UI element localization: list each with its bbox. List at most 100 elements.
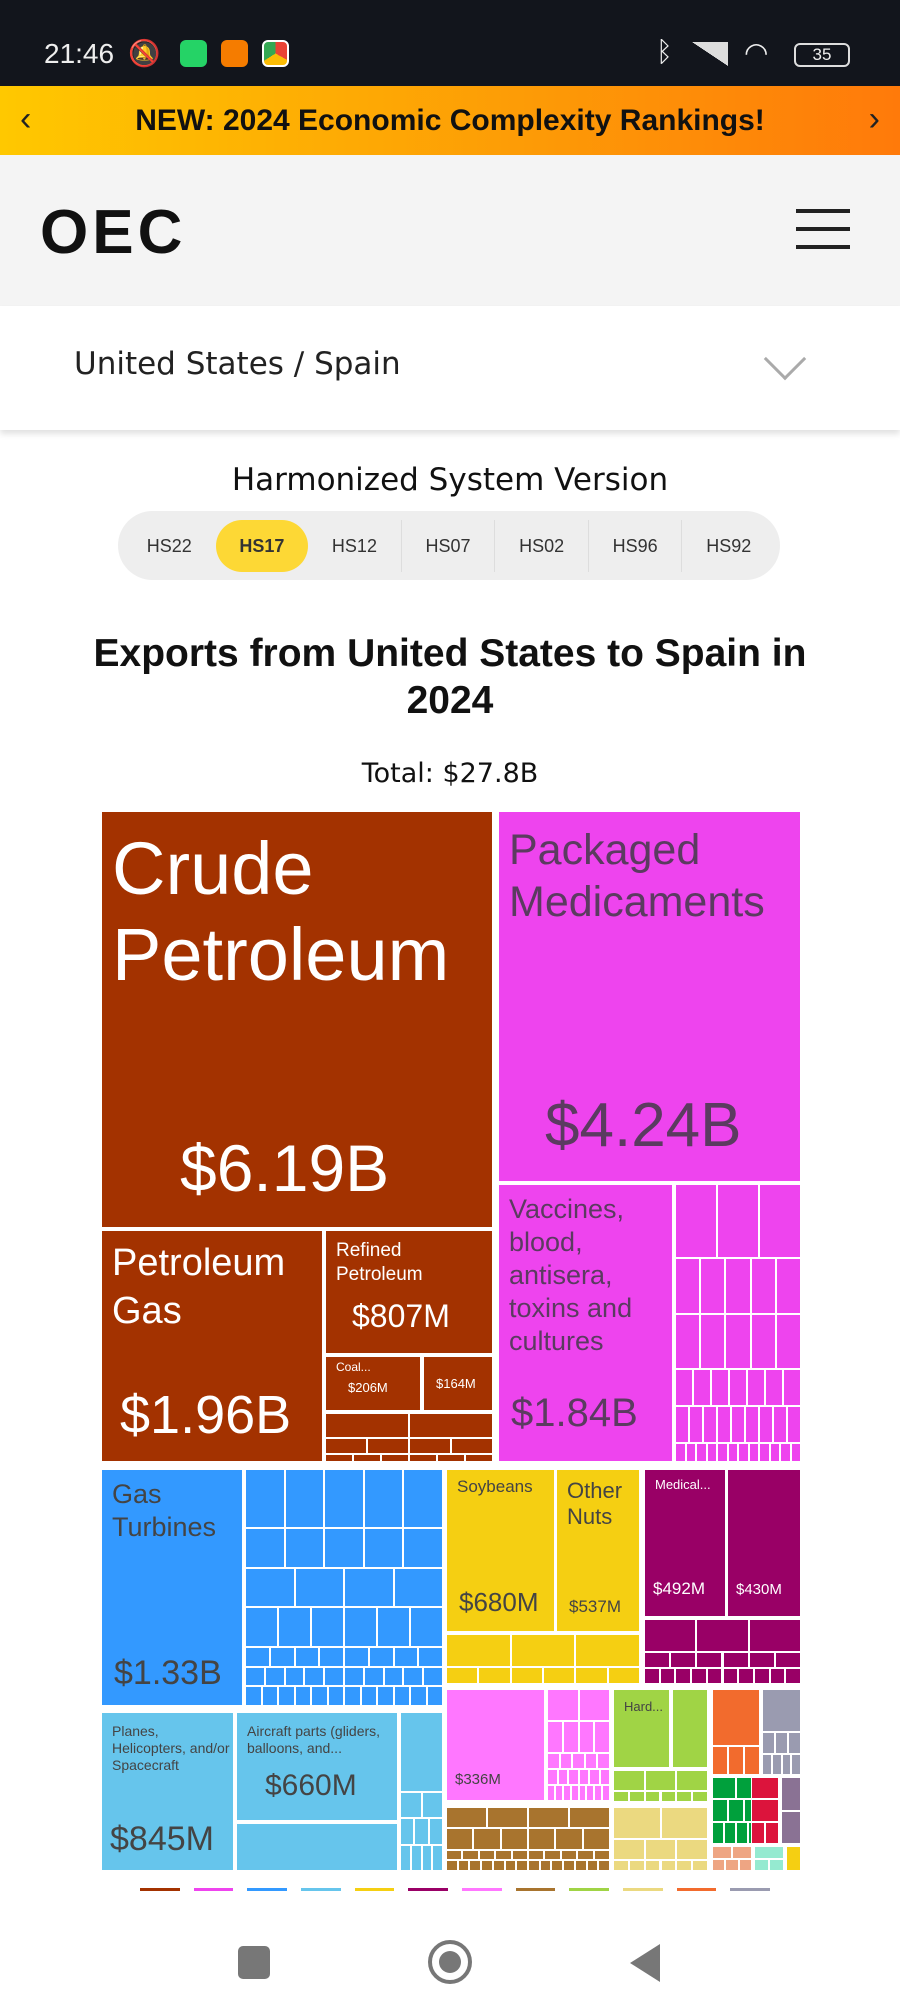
- treemap-tile-minor[interactable]: [245, 1666, 265, 1687]
- treemap-tile-minor[interactable]: [659, 1667, 676, 1684]
- treemap-tile-minor[interactable]: [676, 1860, 693, 1871]
- treemap-tile-minor[interactable]: [481, 1860, 493, 1871]
- treemap-tile-minor[interactable]: [780, 1443, 791, 1462]
- treemap-tile-minor[interactable]: [403, 1666, 424, 1687]
- treemap-tile-minor[interactable]: [381, 1453, 409, 1462]
- legend-swatch[interactable]: [676, 1888, 717, 1891]
- treemap-tile-minor[interactable]: [790, 1443, 801, 1462]
- treemap-tile-minor[interactable]: [675, 1406, 689, 1444]
- treemap-tile-minor[interactable]: [344, 1567, 394, 1608]
- treemap-tile-minor[interactable]: [559, 1753, 573, 1769]
- treemap-tile-minor[interactable]: [727, 1443, 738, 1462]
- treemap-tile-minor[interactable]: [717, 1184, 759, 1259]
- treemap-tile-minor[interactable]: [367, 1437, 409, 1454]
- treemap-tile-minor[interactable]: [594, 1785, 603, 1801]
- treemap-tile-minor[interactable]: [363, 1528, 404, 1568]
- home-button[interactable]: [428, 1940, 472, 1984]
- treemap-tile-minor[interactable]: [428, 1818, 443, 1845]
- treemap-tile-minor[interactable]: [421, 1844, 433, 1871]
- treemap-tile-minor[interactable]: [344, 1686, 361, 1706]
- tile-medical-2[interactable]: $430M: [727, 1469, 801, 1617]
- country-pair-dropdown[interactable]: United States / Spain: [0, 306, 900, 430]
- treemap-tile-minor[interactable]: [693, 1369, 711, 1407]
- treemap-tile-minor[interactable]: [572, 1753, 585, 1769]
- legend-swatch[interactable]: [408, 1888, 449, 1891]
- treemap-tile-minor[interactable]: [426, 1686, 443, 1706]
- treemap-tile-minor[interactable]: [344, 1666, 364, 1687]
- treemap-tile-minor[interactable]: [717, 1443, 728, 1462]
- treemap-tile-minor[interactable]: [294, 1567, 344, 1608]
- treemap-tile-minor[interactable]: [492, 1860, 505, 1871]
- treemap-tile-minor[interactable]: [539, 1860, 552, 1871]
- treemap-tile-minor[interactable]: [393, 1646, 419, 1667]
- treemap-tile-minor[interactable]: [660, 1807, 708, 1839]
- treemap-tile-minor[interactable]: [327, 1686, 344, 1706]
- treemap-tile-minor[interactable]: [675, 1184, 717, 1259]
- legend-swatch[interactable]: [515, 1888, 556, 1891]
- treemap-tile-minor[interactable]: [446, 1860, 458, 1871]
- treemap-tile-minor[interactable]: [750, 1258, 776, 1314]
- treemap-tile-minor[interactable]: [762, 1753, 772, 1775]
- treemap-tile-minor[interactable]: [586, 1785, 595, 1801]
- treemap-tile-minor[interactable]: [712, 1746, 728, 1775]
- treemap-tile-minor[interactable]: [774, 1651, 801, 1668]
- treemap-tile-minor[interactable]: [575, 1667, 608, 1684]
- treemap-tile-minor[interactable]: [712, 1777, 736, 1800]
- hs-option-hs22[interactable]: HS22: [146, 535, 192, 556]
- treemap-tile-minor[interactable]: [607, 1667, 640, 1684]
- treemap-tile-minor[interactable]: [236, 1823, 398, 1871]
- treemap-tile-minor[interactable]: [781, 1810, 801, 1844]
- hs-option-hs12[interactable]: HS12: [331, 535, 377, 556]
- treemap-tile-minor[interactable]: [377, 1607, 410, 1647]
- treemap-tile-minor[interactable]: [446, 1849, 463, 1861]
- treemap-tile-minor[interactable]: [717, 1406, 731, 1444]
- announcement-banner[interactable]: ‹ NEW: 2024 Economic Complexity Rankings…: [0, 86, 900, 155]
- treemap-tile-minor[interactable]: [363, 1666, 384, 1687]
- treemap-tile-minor[interactable]: [294, 1686, 311, 1706]
- treemap-tile-minor[interactable]: [465, 1453, 493, 1462]
- treemap-tile-minor[interactable]: [383, 1666, 404, 1687]
- treemap-tile-minor[interactable]: [745, 1406, 759, 1444]
- treemap-tile-minor[interactable]: [563, 1860, 575, 1871]
- treemap-tile-minor[interactable]: [589, 1769, 600, 1785]
- treemap-tile-minor[interactable]: [788, 1732, 801, 1754]
- treemap-tile-minor[interactable]: [613, 1791, 629, 1802]
- treemap-tile-minor[interactable]: [562, 1721, 579, 1753]
- treemap-tile-minor[interactable]: [613, 1860, 629, 1871]
- banner-next-button[interactable]: ›: [868, 100, 880, 138]
- hamburger-menu-icon[interactable]: [796, 209, 850, 251]
- treemap-tile-minor[interactable]: [675, 1369, 693, 1407]
- treemap-tile-minor[interactable]: [691, 1667, 707, 1684]
- treemap-tile-minor[interactable]: [245, 1607, 278, 1647]
- legend-swatch[interactable]: [569, 1888, 610, 1891]
- treemap-tile-minor[interactable]: [410, 1607, 443, 1647]
- treemap-tile-minor[interactable]: [457, 1860, 470, 1871]
- treemap-tile-minor[interactable]: [278, 1607, 311, 1647]
- tile-gas-turbines[interactable]: Gas Turbines $1.33B: [101, 1469, 243, 1706]
- tile-planes[interactable]: Planes, Helicopters, and/or Spacecraft $…: [101, 1712, 234, 1871]
- treemap-tile-minor[interactable]: [377, 1686, 394, 1706]
- treemap-tile-minor[interactable]: [547, 1721, 563, 1753]
- treemap-tile-minor[interactable]: [724, 1821, 736, 1844]
- treemap-tile-minor[interactable]: [462, 1849, 479, 1861]
- treemap-tile-minor[interactable]: [473, 1828, 501, 1850]
- treemap-tile-minor[interactable]: [344, 1607, 377, 1647]
- treemap-tile-minor[interactable]: [487, 1807, 528, 1829]
- tile-vaccines[interactable]: Vaccines, blood, antisera, toxins and cu…: [498, 1184, 673, 1462]
- treemap-tile-minor[interactable]: [409, 1453, 437, 1462]
- treemap-tile-minor[interactable]: [751, 1799, 779, 1822]
- treemap-tile-minor[interactable]: [786, 1846, 801, 1871]
- treemap-tile-minor[interactable]: [319, 1646, 344, 1667]
- treemap-tile-minor[interactable]: [773, 1406, 787, 1444]
- treemap-tile-minor[interactable]: [644, 1860, 661, 1871]
- treemap-tile-minor[interactable]: [410, 1844, 422, 1871]
- treemap-tile-minor[interactable]: [421, 1791, 443, 1818]
- treemap-tile-minor[interactable]: [570, 1785, 579, 1801]
- treemap-tile-minor[interactable]: [791, 1753, 801, 1775]
- back-button[interactable]: [630, 1944, 660, 1982]
- treemap-tile-minor[interactable]: [432, 1844, 443, 1871]
- treemap-tile-minor[interactable]: [495, 1849, 512, 1861]
- treemap-tile-minor[interactable]: [706, 1667, 723, 1684]
- treemap-tile-minor[interactable]: [584, 1753, 598, 1769]
- treemap-tile-minor[interactable]: [414, 1818, 429, 1845]
